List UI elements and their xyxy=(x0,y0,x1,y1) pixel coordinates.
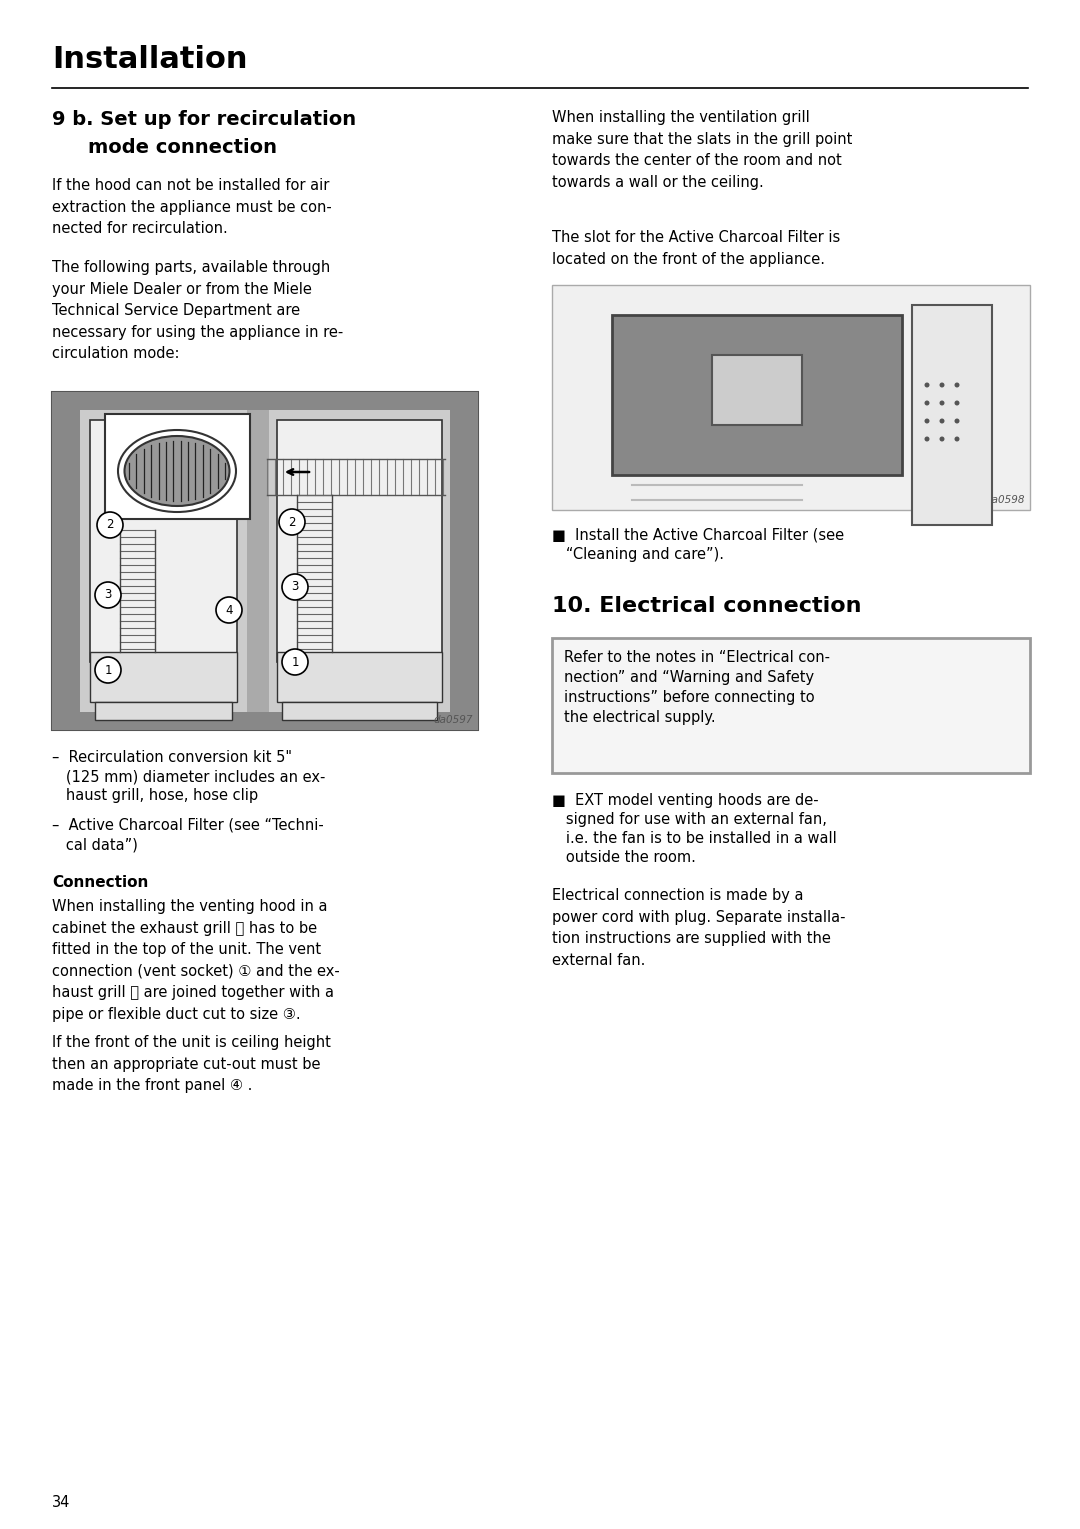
Text: If the front of the unit is ceiling height
then an appropriate cut-out must be
m: If the front of the unit is ceiling heig… xyxy=(52,1035,330,1093)
Bar xyxy=(450,391,478,729)
Bar xyxy=(282,702,437,720)
Text: da0597: da0597 xyxy=(433,716,473,725)
Bar xyxy=(95,702,232,720)
Bar xyxy=(712,355,802,425)
Circle shape xyxy=(940,436,945,442)
Bar xyxy=(105,414,249,518)
Circle shape xyxy=(955,401,959,405)
Text: 10. Electrical connection: 10. Electrical connection xyxy=(552,596,862,616)
Text: Connection: Connection xyxy=(52,875,148,890)
Text: 3: 3 xyxy=(292,581,299,593)
Circle shape xyxy=(216,596,242,622)
Text: cal data”): cal data”) xyxy=(52,836,138,852)
Text: –  Recirculation conversion kit 5": – Recirculation conversion kit 5" xyxy=(52,751,292,764)
Bar xyxy=(276,651,442,702)
Circle shape xyxy=(955,419,959,424)
Text: signed for use with an external fan,: signed for use with an external fan, xyxy=(552,812,827,827)
Ellipse shape xyxy=(124,436,229,506)
Text: If the hood can not be installed for air
extraction the appliance must be con-
n: If the hood can not be installed for air… xyxy=(52,177,332,235)
Bar xyxy=(52,391,80,729)
Circle shape xyxy=(924,401,930,405)
Bar xyxy=(247,410,269,713)
Text: 2: 2 xyxy=(106,518,113,532)
Text: da0598: da0598 xyxy=(986,495,1025,505)
Bar xyxy=(552,638,1030,774)
Circle shape xyxy=(924,382,930,387)
Text: “Cleaning and care”).: “Cleaning and care”). xyxy=(552,547,724,563)
Text: When installing the ventilation grill
make sure that the slats in the grill poin: When installing the ventilation grill ma… xyxy=(552,110,852,190)
Circle shape xyxy=(282,573,308,599)
Text: The slot for the Active Charcoal Filter is
located on the front of the appliance: The slot for the Active Charcoal Filter … xyxy=(552,229,840,266)
Bar xyxy=(90,651,237,702)
Circle shape xyxy=(924,436,930,442)
Bar xyxy=(90,420,237,662)
Text: When installing the venting hood in a
cabinet the exhaust grill Ⓐ has to be
fitt: When installing the venting hood in a ca… xyxy=(52,899,340,1021)
Text: The following parts, available through
your Miele Dealer or from the Miele
Techn: The following parts, available through y… xyxy=(52,260,343,361)
Text: 1: 1 xyxy=(105,664,111,676)
Bar xyxy=(52,391,478,410)
Text: Refer to the notes in “Electrical con-: Refer to the notes in “Electrical con- xyxy=(564,650,831,665)
Bar xyxy=(552,284,1030,511)
Text: nection” and “Warning and Safety: nection” and “Warning and Safety xyxy=(564,670,814,685)
Circle shape xyxy=(940,382,945,387)
Text: the electrical supply.: the electrical supply. xyxy=(564,709,716,725)
Text: mode connection: mode connection xyxy=(87,138,276,157)
Circle shape xyxy=(940,401,945,405)
Circle shape xyxy=(924,419,930,424)
Text: 2: 2 xyxy=(288,515,296,529)
Text: 4: 4 xyxy=(226,604,233,616)
Text: i.e. the fan is to be installed in a wall: i.e. the fan is to be installed in a wal… xyxy=(552,830,837,846)
Text: Electrical connection is made by a
power cord with plug. Separate installa-
tion: Electrical connection is made by a power… xyxy=(552,888,846,968)
Bar xyxy=(612,315,902,476)
Circle shape xyxy=(955,382,959,387)
Text: 1: 1 xyxy=(292,656,299,668)
Circle shape xyxy=(279,509,305,535)
Circle shape xyxy=(97,512,123,538)
Text: (125 mm) diameter includes an ex-: (125 mm) diameter includes an ex- xyxy=(52,769,325,784)
Text: 34: 34 xyxy=(52,1495,70,1511)
Circle shape xyxy=(940,419,945,424)
Bar xyxy=(276,420,442,662)
Text: haust grill, hose, hose clip: haust grill, hose, hose clip xyxy=(52,787,258,803)
Bar xyxy=(52,391,478,729)
Bar xyxy=(912,304,993,524)
Circle shape xyxy=(95,583,121,609)
Bar xyxy=(52,713,478,729)
Circle shape xyxy=(282,648,308,674)
Text: outside the room.: outside the room. xyxy=(552,850,696,865)
Text: ■  Install the Active Charcoal Filter (see: ■ Install the Active Charcoal Filter (se… xyxy=(552,528,845,543)
Text: ■  EXT model venting hoods are de-: ■ EXT model venting hoods are de- xyxy=(552,794,819,807)
Text: –  Active Charcoal Filter (see “Techni-: – Active Charcoal Filter (see “Techni- xyxy=(52,818,324,833)
Text: 3: 3 xyxy=(105,589,111,601)
Text: instructions” before connecting to: instructions” before connecting to xyxy=(564,690,814,705)
Circle shape xyxy=(95,657,121,683)
Text: Installation: Installation xyxy=(52,44,247,73)
Circle shape xyxy=(955,436,959,442)
Text: 9 b. Set up for recirculation: 9 b. Set up for recirculation xyxy=(52,110,356,128)
